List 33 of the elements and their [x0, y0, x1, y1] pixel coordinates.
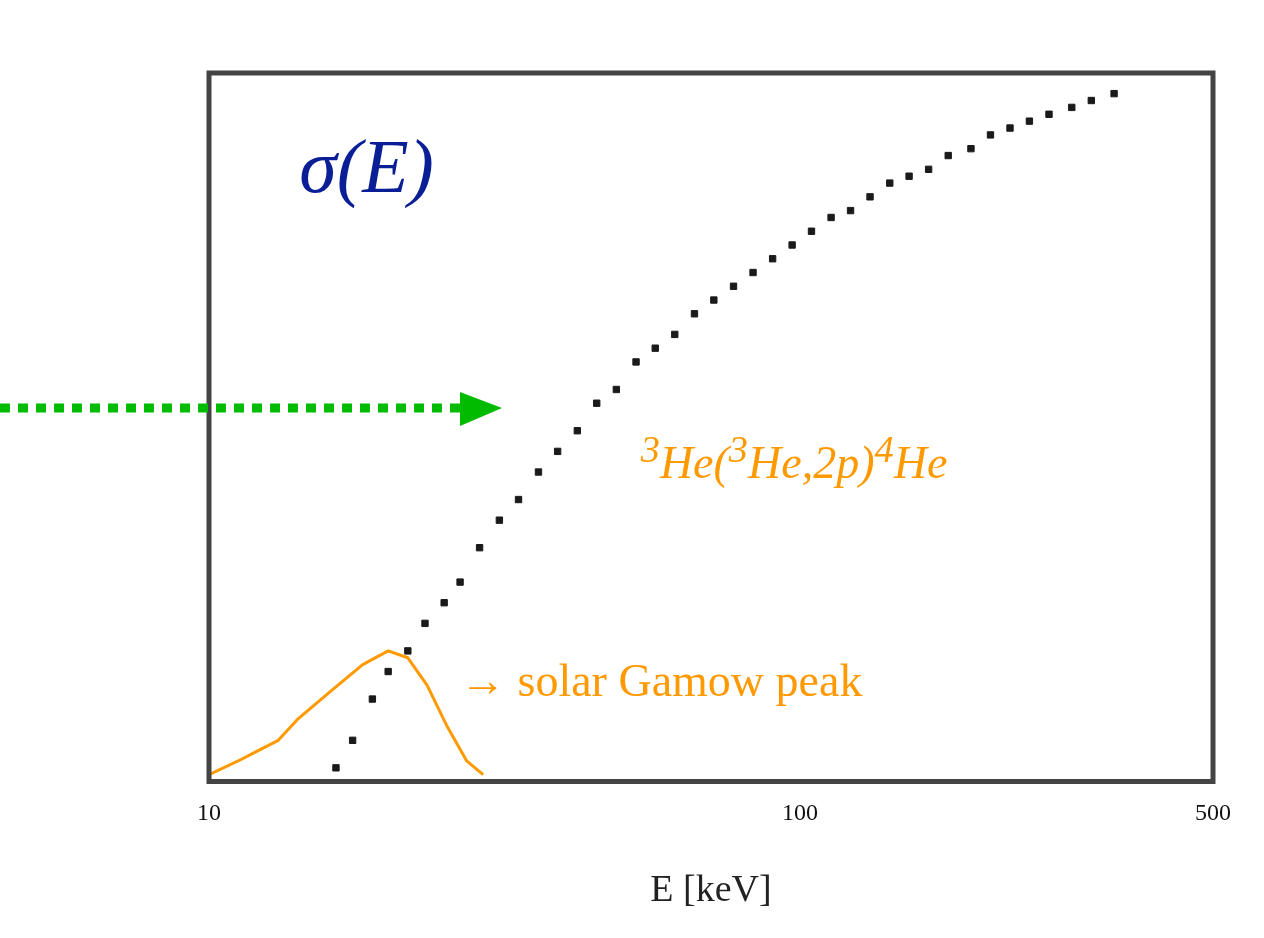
annotation: → solar Gamow peak [460, 654, 863, 708]
point [827, 213, 835, 222]
point [456, 578, 464, 586]
point [846, 206, 855, 215]
x-tick-label: 100 [781, 799, 818, 826]
point [729, 282, 738, 290]
point [944, 151, 952, 160]
point [924, 165, 933, 173]
point [495, 516, 504, 524]
point [788, 241, 796, 249]
point [807, 227, 816, 235]
point [710, 296, 718, 304]
point [573, 427, 581, 435]
x-tick-label: 500 [1195, 799, 1231, 826]
point [768, 255, 777, 263]
point [905, 172, 913, 180]
point [593, 399, 601, 407]
annotation: $^{3}$He($^{3}$He,2p)$^{4}$He [640, 427, 948, 490]
point [534, 468, 543, 476]
point [632, 358, 640, 366]
point [690, 310, 699, 318]
point [514, 495, 523, 504]
point [553, 447, 562, 456]
x-tick-label: 10 [197, 799, 221, 826]
point [749, 268, 757, 277]
annotation: σ(E) [299, 122, 434, 210]
x-axis-title: E [keV] [650, 867, 772, 910]
point [886, 179, 894, 187]
point [651, 344, 659, 352]
point [866, 193, 874, 201]
point [475, 544, 484, 552]
point [612, 385, 621, 394]
point [671, 330, 679, 339]
